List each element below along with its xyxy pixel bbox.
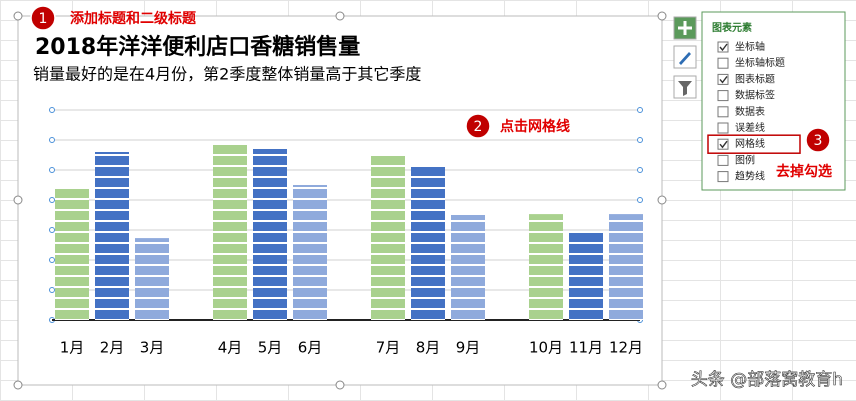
bar xyxy=(411,166,445,320)
highlight-box xyxy=(707,134,801,154)
grid-handle xyxy=(49,257,55,263)
bar xyxy=(135,238,169,320)
selection-handle xyxy=(335,11,345,21)
selection-handle xyxy=(657,195,667,205)
selection-handle xyxy=(657,11,667,21)
step-number: 2 xyxy=(474,119,483,135)
panel-item-label: 数据表 xyxy=(735,105,765,118)
selection-handle xyxy=(657,380,667,390)
grid-handle xyxy=(49,227,55,233)
step-text: 添加标题和二级标题 xyxy=(70,10,197,27)
side-buttons xyxy=(673,16,697,99)
watermark: 头条 @部落窝教育h xyxy=(691,370,843,390)
x-tick-label: 8月 xyxy=(416,339,441,357)
bar xyxy=(213,143,247,320)
brush-icon xyxy=(679,52,691,65)
x-tick-label: 6月 xyxy=(298,339,323,357)
x-tick-label: 9月 xyxy=(456,339,481,357)
step-badge xyxy=(465,113,491,139)
grid-handle xyxy=(637,167,643,173)
panel-item-label: 图例 xyxy=(735,153,755,166)
grid-handle xyxy=(637,107,643,113)
x-tick-label: 2月 xyxy=(100,339,125,357)
grid-handle xyxy=(49,197,55,203)
x-tick-label: 7月 xyxy=(376,339,401,357)
panel-title: 图表元素 xyxy=(712,21,752,34)
grid-handle xyxy=(49,287,55,293)
step-number: 1 xyxy=(39,11,48,27)
selection-handle xyxy=(335,380,345,390)
grid-handle xyxy=(49,137,55,143)
bar xyxy=(95,152,129,320)
grid-handle xyxy=(637,197,643,203)
panel-item-label: 趋势线 xyxy=(735,170,765,183)
bar xyxy=(569,233,603,320)
bar xyxy=(529,214,563,320)
bar xyxy=(253,149,287,320)
checkbox[interactable] xyxy=(717,41,729,53)
checkbox[interactable] xyxy=(717,106,729,118)
check-mark xyxy=(719,75,728,84)
grid-handle xyxy=(49,107,55,113)
x-tick-label: 10月 xyxy=(529,339,563,357)
chart-title: 2018年洋洋便利店口香糖销售量 xyxy=(35,34,360,60)
checkbox[interactable] xyxy=(717,154,729,166)
bar xyxy=(293,185,327,320)
step-text: 点击网格线 xyxy=(500,118,570,135)
checkbox[interactable] xyxy=(717,73,729,85)
bar xyxy=(609,214,643,320)
bar xyxy=(55,188,89,320)
panel-item-label: 数据标签 xyxy=(735,89,775,102)
bar xyxy=(371,155,405,320)
panel-item-label: 网格线 xyxy=(735,137,765,150)
step-badge xyxy=(805,127,831,153)
plus-icon xyxy=(678,21,692,35)
panel-item-label: 坐标轴 xyxy=(735,40,765,53)
check-mark xyxy=(719,140,728,149)
bar xyxy=(451,215,485,320)
x-tick-label: 12月 xyxy=(609,339,643,357)
checkbox[interactable] xyxy=(717,122,729,134)
chart-subtitle: 销量最好的是在4月份，第2季度整体销量高于其它季度 xyxy=(33,65,421,84)
panel-item-label: 图表标题 xyxy=(735,72,775,85)
x-tick-label: 5月 xyxy=(258,339,283,357)
selection-handle xyxy=(13,380,23,390)
selection-handle xyxy=(13,195,23,205)
selection-handle xyxy=(13,11,23,21)
grid-handle xyxy=(49,167,55,173)
checkbox[interactable] xyxy=(717,57,729,69)
step-number: 3 xyxy=(814,133,823,149)
panel-item-label: 误差线 xyxy=(735,121,765,134)
grid-handle xyxy=(637,137,643,143)
step-badge xyxy=(30,5,56,31)
checkbox[interactable] xyxy=(717,138,729,150)
panel-item-label: 坐标轴标题 xyxy=(735,56,785,69)
checkbox[interactable] xyxy=(717,90,729,102)
check-mark xyxy=(719,43,728,52)
x-tick-label: 3月 xyxy=(140,339,165,357)
x-tick-label: 11月 xyxy=(569,339,603,357)
x-tick-label: 1月 xyxy=(60,339,85,357)
checkbox[interactable] xyxy=(717,171,729,183)
x-tick-label: 4月 xyxy=(218,339,243,357)
step-text: 去掉勾选 xyxy=(776,163,832,180)
filter-icon xyxy=(678,81,692,96)
